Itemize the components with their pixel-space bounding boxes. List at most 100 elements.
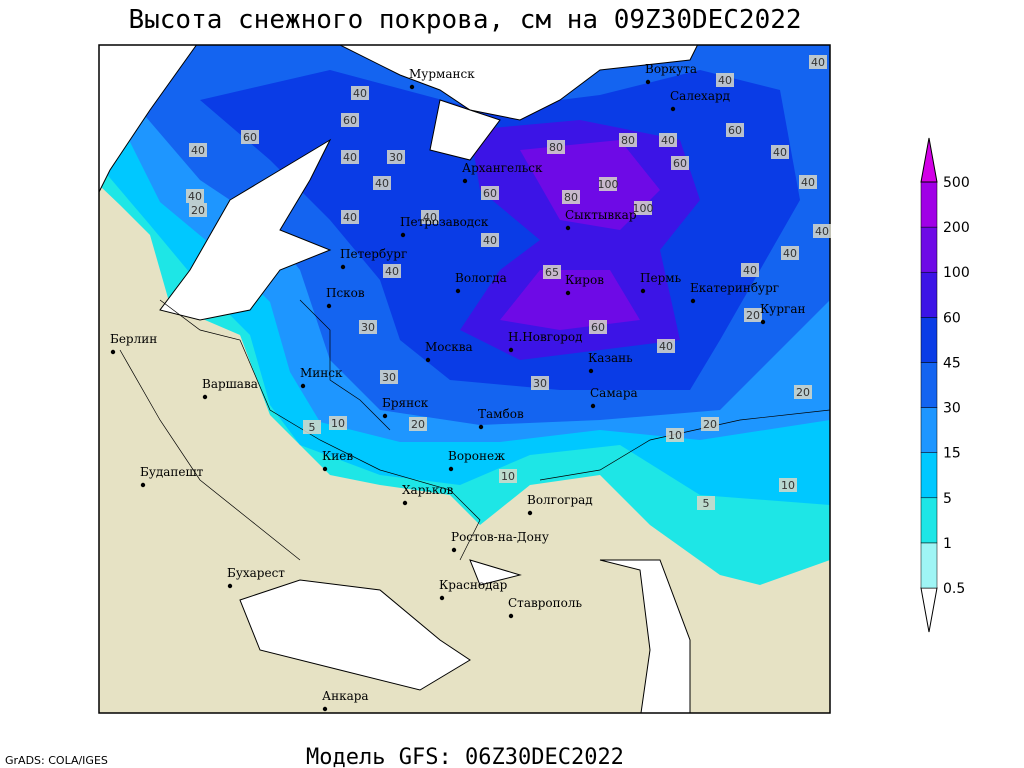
contour-label: 40 (811, 56, 825, 69)
city-label: Вологда (455, 271, 507, 285)
contour-label-box (741, 263, 759, 277)
contour-label-box (189, 143, 207, 157)
contour-label-box (666, 428, 684, 442)
city-label: Киев (322, 449, 353, 463)
city-dot (527, 510, 533, 516)
contour-label: 30 (382, 371, 396, 384)
white-sea (429, 99, 501, 161)
contour-label: 40 (661, 134, 675, 147)
contour-label-box (701, 417, 719, 431)
contour-label-box (809, 55, 827, 69)
city-label: Пермь (640, 271, 682, 285)
contour-label: 40 (743, 264, 757, 277)
city-label: Харьков (402, 483, 454, 497)
city-label: Краснодар (439, 578, 508, 592)
city-dot (300, 383, 306, 389)
contour-label: 40 (343, 151, 357, 164)
contour-label: 20 (796, 386, 810, 399)
contour-label-box (189, 203, 207, 217)
contour-label-box (531, 376, 549, 390)
contour-label: 10 (781, 479, 795, 492)
city-label: Минск (300, 366, 343, 380)
contour-label: 40 (375, 177, 389, 190)
city-label: Петербург (340, 247, 407, 261)
contour-label-box (380, 370, 398, 384)
contour-label-box (813, 224, 831, 238)
city-label: Петрозаводск (400, 215, 489, 229)
azov-sea (469, 559, 522, 586)
contour-label: 40 (188, 190, 202, 203)
contour-label: 40 (659, 340, 673, 353)
contour-label-box (744, 308, 762, 322)
colorbar-label: 5 (943, 491, 952, 507)
city-label: Самара (590, 386, 638, 400)
contour-label: 40 (773, 146, 787, 159)
borders (119, 299, 830, 561)
colorbar-low (920, 587, 938, 633)
contour-label-box (589, 320, 607, 334)
city-dot (588, 368, 594, 374)
contour-label-box (659, 133, 677, 147)
city-label: Воркута (645, 62, 697, 76)
colorbar-label: 1 (943, 536, 952, 552)
colorbar-band (920, 181, 938, 228)
contour-label-box (303, 420, 321, 434)
contour-label: 20 (746, 309, 760, 322)
contour-label: 5 (703, 497, 710, 510)
colorbar-band (920, 497, 938, 544)
city-label: Будапешт (140, 465, 204, 479)
snow-area (520, 140, 660, 230)
contour-label-box (726, 123, 744, 137)
colorbar-band (920, 452, 938, 499)
contour-label: 40 (191, 144, 205, 157)
contour-label-box (359, 320, 377, 334)
colorbar-band (920, 317, 938, 363)
contour-label-box (657, 339, 675, 353)
city-dot (565, 225, 571, 231)
contour-label: 30 (389, 151, 403, 164)
city-dot (760, 319, 766, 325)
city-label: Варшава (202, 377, 258, 391)
colorbar-label: 60 (943, 310, 961, 326)
contour-label-box (341, 150, 359, 164)
contour-label: 60 (673, 157, 687, 170)
contour-label: 40 (353, 87, 367, 100)
contour-label-box (383, 264, 401, 278)
contour-label: 80 (621, 134, 635, 147)
contour-label-box (186, 189, 204, 203)
contour-label-box (421, 210, 439, 224)
city-label: Псков (326, 286, 365, 300)
city-dot (140, 482, 146, 488)
city-dot (402, 500, 408, 506)
city-label: Воронеж (448, 449, 505, 463)
contour-label: 30 (533, 377, 547, 390)
contour-label-box (779, 478, 797, 492)
contour-label: 40 (783, 247, 797, 260)
barents-sea (338, 45, 699, 121)
contour-label: 40 (385, 265, 399, 278)
contour-label: 30 (361, 321, 375, 334)
city-label: Курган (760, 302, 805, 316)
contour-label: 40 (801, 176, 815, 189)
city-dot (690, 298, 696, 304)
contour-label-box (562, 190, 580, 204)
border (539, 409, 830, 481)
border (299, 299, 391, 431)
contour-label-box (599, 177, 617, 191)
city-label: Москва (425, 340, 473, 354)
contour-label-box (716, 73, 734, 87)
norwegian-sea (99, 45, 198, 194)
contour-label: 60 (728, 124, 742, 137)
colorbar-band (920, 407, 938, 453)
contour-label-box (619, 133, 637, 147)
city-dot (640, 288, 646, 294)
city-dot (322, 466, 328, 472)
contour-label-box (543, 265, 561, 279)
contour-label: 40 (718, 74, 732, 87)
colorbar-label: 15 (943, 446, 961, 462)
contour-label: 60 (591, 321, 605, 334)
city-dot (322, 706, 328, 712)
colorbar-band (920, 542, 938, 589)
city-label: Брянск (382, 396, 429, 410)
